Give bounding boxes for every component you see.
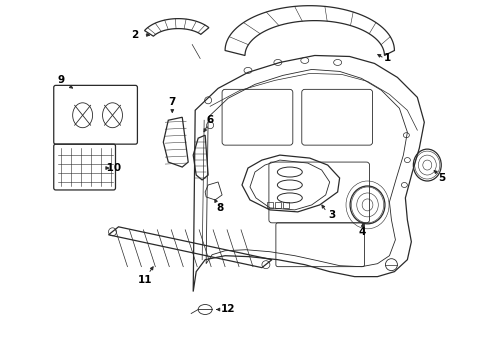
Text: 6: 6 — [206, 115, 213, 125]
Text: 5: 5 — [438, 173, 445, 183]
Text: 8: 8 — [216, 203, 224, 213]
Text: 9: 9 — [57, 75, 64, 85]
Text: 1: 1 — [383, 54, 390, 63]
Text: 12: 12 — [221, 305, 235, 315]
Text: 3: 3 — [327, 210, 335, 220]
Text: 4: 4 — [358, 227, 366, 237]
Text: 7: 7 — [168, 97, 176, 107]
Text: 2: 2 — [130, 30, 138, 40]
Text: 10: 10 — [103, 163, 122, 173]
Text: 11: 11 — [138, 275, 152, 285]
